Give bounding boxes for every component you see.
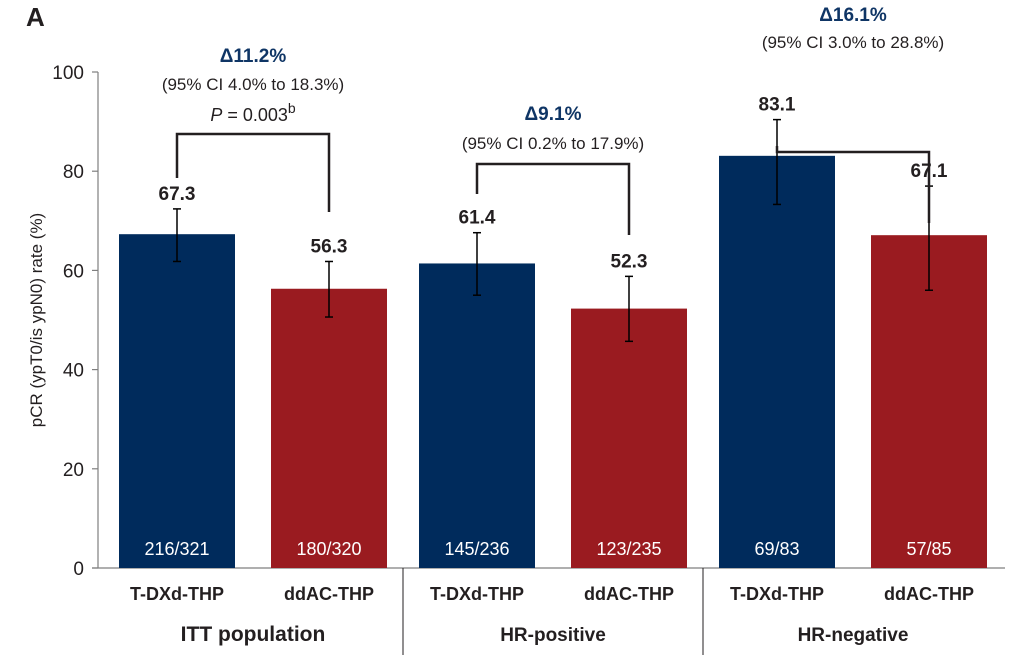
- comparison-bracket: [475, 162, 631, 235]
- p-footnote: b: [288, 100, 296, 116]
- delta-label: Δ9.1%: [525, 104, 582, 125]
- ci-label: (95% CI 0.2% to 17.9%): [462, 134, 644, 153]
- bar: [271, 288, 387, 568]
- y-tick-label: 80: [63, 162, 84, 183]
- x-tick-label: ddAC-THP: [884, 584, 974, 604]
- n-label: 123/235: [596, 539, 661, 559]
- p-value-label: P = 0.003b: [210, 100, 296, 125]
- labels: 67.3 216/321 T-DXd-THP 56.3 180/320 ddAC-THP I…: [130, 5, 974, 646]
- group-label: HR-negative: [798, 625, 909, 646]
- value-label: 61.4: [459, 208, 496, 229]
- n-label: 145/236: [444, 539, 509, 559]
- comparison-bracket: [175, 132, 331, 212]
- n-label: 180/320: [296, 539, 361, 559]
- p-value: = 0.003: [222, 105, 288, 125]
- n-label: 57/85: [906, 539, 951, 559]
- x-tick-label: T-DXd-THP: [730, 584, 824, 604]
- group-label: HR-positive: [500, 625, 606, 646]
- comparison-bracket: [775, 146, 931, 223]
- y-tick-label: 20: [63, 460, 84, 481]
- bar: [719, 155, 835, 568]
- n-label: 216/321: [144, 539, 209, 559]
- value-label: 52.3: [611, 251, 648, 272]
- group-label: ITT population: [181, 623, 326, 646]
- n-label: 69/83: [754, 539, 799, 559]
- x-tick-label: ddAC-THP: [584, 584, 674, 604]
- y-tick-label: 0: [73, 559, 84, 580]
- axes: 0 20 40 60 80 100 pCR (ypT0/is ypN0) rate (%): [27, 63, 1005, 655]
- ci-label: (95% CI 4.0% to 18.3%): [162, 75, 344, 94]
- bars: [119, 118, 987, 568]
- value-label: 67.3: [159, 184, 196, 205]
- ci-label: (95% CI 3.0% to 28.8%): [762, 33, 944, 52]
- bar: [419, 263, 535, 568]
- value-label: 56.3: [311, 236, 348, 257]
- x-tick-label: ddAC-THP: [284, 584, 374, 604]
- x-tick-label: T-DXd-THP: [130, 584, 224, 604]
- y-tick-label: 40: [63, 361, 84, 382]
- y-axis-title: pCR (ypT0/is ypN0) rate (%): [27, 213, 46, 427]
- bar: [119, 234, 235, 568]
- delta-label: Δ11.2%: [220, 46, 287, 67]
- p-symbol: P: [210, 105, 222, 125]
- bar: [571, 308, 687, 568]
- y-tick-label: 100: [52, 63, 84, 84]
- value-label: 83.1: [759, 95, 796, 116]
- panel-label: A: [26, 2, 45, 32]
- delta-label: Δ16.1%: [819, 5, 887, 26]
- x-tick-label: T-DXd-THP: [430, 584, 524, 604]
- y-tick-label: 60: [63, 261, 84, 282]
